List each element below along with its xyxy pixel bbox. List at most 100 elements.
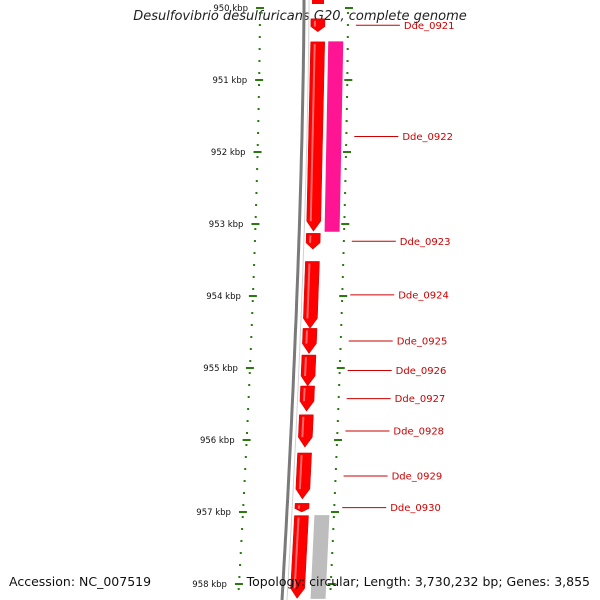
gene-highlight — [306, 263, 311, 319]
scale-dot-right — [346, 24, 349, 26]
scale-dot-left — [254, 228, 257, 230]
tick-mark-left — [248, 295, 257, 297]
gene-highlight — [301, 416, 305, 438]
scale-dot-left — [255, 192, 258, 194]
tick-mark-left — [242, 439, 251, 441]
gene-highlight — [293, 517, 300, 589]
gene-label: Dde_0929 — [392, 472, 443, 483]
scale-dot-left — [237, 588, 240, 590]
scale-dot-right — [346, 84, 349, 86]
scale-dot-right — [343, 216, 346, 218]
scale-dot-right — [337, 396, 340, 398]
scale-dot-right — [332, 516, 335, 518]
scale-dot-left — [249, 360, 252, 362]
scale-dot-right — [346, 12, 349, 14]
scale-dot-left — [245, 444, 248, 446]
scale-dot-right — [336, 432, 339, 434]
scale-dot-right — [346, 36, 349, 38]
scale-dot-right — [330, 576, 333, 578]
scale-dot-left — [256, 168, 259, 170]
dde-0922-feature — [306, 41, 325, 232]
scale-dot-right — [333, 492, 336, 494]
gene-highlight — [309, 43, 316, 222]
scale-dot-right — [339, 336, 342, 338]
scale-dot-left — [243, 480, 246, 482]
scale-dot-left — [241, 528, 244, 530]
scale-dot-left — [247, 396, 250, 398]
tick-mark-right — [342, 151, 351, 153]
gene-label: Dde_0922 — [402, 132, 453, 143]
genome-backbone-shadow — [286, 0, 310, 600]
scale-dot-right — [346, 96, 349, 98]
scale-dot-left — [239, 552, 242, 554]
gene-side-feature — [310, 515, 330, 599]
scale-dot-left — [258, 60, 261, 62]
topology-text: Topology: circular; Length: 3,730,232 bp… — [246, 574, 590, 589]
scale-dot-left — [252, 276, 255, 278]
dde-0924-feature — [303, 261, 320, 329]
gene-highlight — [302, 387, 306, 402]
scale-dot-right — [346, 48, 349, 50]
tick-mark-left — [255, 79, 264, 81]
gene-label: Dde_0928 — [393, 427, 444, 438]
gene-above-range — [312, 0, 324, 4]
tick-label: 957 kbp — [196, 508, 231, 518]
scale-dot-left — [255, 180, 258, 182]
scale-dot-left — [258, 84, 261, 86]
scale-dot-left — [248, 372, 251, 374]
tick-mark-right — [344, 79, 353, 81]
tick-label: 951 kbp — [212, 76, 247, 86]
dde-0921-feature — [310, 18, 326, 33]
gene-label: Dde_0924 — [398, 290, 449, 301]
gene-label: Dde_0923 — [400, 237, 451, 248]
scale-dot-right — [345, 132, 348, 134]
scale-dot-right — [341, 288, 344, 290]
tick-label: 952 kbp — [211, 148, 246, 158]
scale-dot-left — [241, 516, 244, 518]
scale-dot-left — [238, 576, 241, 578]
scale-dot-left — [254, 216, 257, 218]
scale-dot-left — [244, 456, 247, 458]
scale-dot-left — [257, 120, 260, 122]
tick-mark-right — [334, 439, 343, 441]
scale-dot-right — [329, 588, 332, 590]
scale-dot-right — [331, 552, 334, 554]
scale-dot-left — [249, 348, 252, 350]
scale-dot-left — [253, 252, 256, 254]
tick-mark-right — [331, 511, 340, 513]
dde-0923-feature — [305, 233, 321, 250]
scale-dot-right — [341, 300, 344, 302]
scale-dot-left — [257, 96, 260, 98]
scale-dot-left — [250, 324, 253, 326]
scale-dot-right — [339, 348, 342, 350]
scale-dot-left — [247, 408, 250, 410]
scale-dot-right — [345, 120, 348, 122]
scale-dot-left — [251, 300, 254, 302]
gene-label: Dde_0926 — [396, 366, 447, 377]
scale-dot-right — [340, 324, 343, 326]
tick-label: 956 kbp — [200, 436, 235, 446]
tick-mark-left — [255, 7, 264, 9]
scale-dot-left — [258, 72, 261, 74]
scale-dot-left — [239, 564, 242, 566]
scale-dot-right — [340, 312, 343, 314]
scale-dot-right — [342, 252, 345, 254]
scale-dot-right — [342, 264, 345, 266]
scale-dot-left — [256, 156, 259, 158]
tick-mark-right — [341, 223, 350, 225]
scale-dot-right — [334, 468, 337, 470]
gene-label: Dde_0927 — [395, 394, 446, 405]
gene-highlight — [298, 454, 303, 490]
scale-dot-right — [336, 420, 339, 422]
dde-0927-feature — [299, 385, 315, 412]
scale-dot-right — [339, 360, 342, 362]
tick-mark-right — [327, 583, 336, 585]
scale-dot-right — [335, 456, 338, 458]
dde-0928-feature — [298, 414, 314, 448]
scale-dot-right — [332, 528, 335, 530]
scale-dot-left — [258, 48, 261, 50]
scale-dot-left — [245, 432, 248, 434]
dde-0930-feature — [294, 503, 310, 513]
gene-label: Dde_0930 — [390, 503, 441, 514]
